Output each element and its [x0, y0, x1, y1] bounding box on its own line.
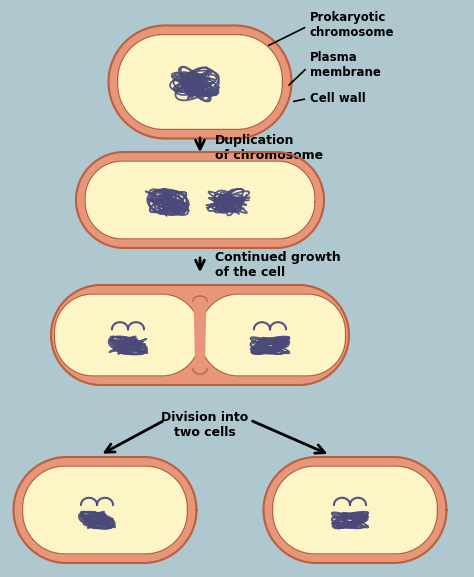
Polygon shape — [200, 294, 346, 376]
Polygon shape — [22, 466, 188, 554]
Text: Prokaryotic
chromosome: Prokaryotic chromosome — [218, 11, 394, 71]
Polygon shape — [109, 25, 292, 138]
Polygon shape — [55, 294, 200, 376]
Polygon shape — [51, 285, 349, 385]
Polygon shape — [264, 457, 447, 563]
Polygon shape — [194, 292, 206, 378]
Text: Continued growth
of the cell: Continued growth of the cell — [215, 251, 341, 279]
Polygon shape — [273, 466, 438, 554]
Text: Division into
two cells: Division into two cells — [161, 411, 249, 439]
Polygon shape — [85, 161, 315, 239]
Polygon shape — [118, 35, 283, 129]
Text: Cell wall: Cell wall — [294, 92, 366, 104]
Polygon shape — [76, 152, 324, 248]
Text: Plasma
membrane: Plasma membrane — [289, 51, 381, 85]
Text: Duplication
of chromosome: Duplication of chromosome — [215, 134, 323, 162]
Polygon shape — [13, 457, 197, 563]
